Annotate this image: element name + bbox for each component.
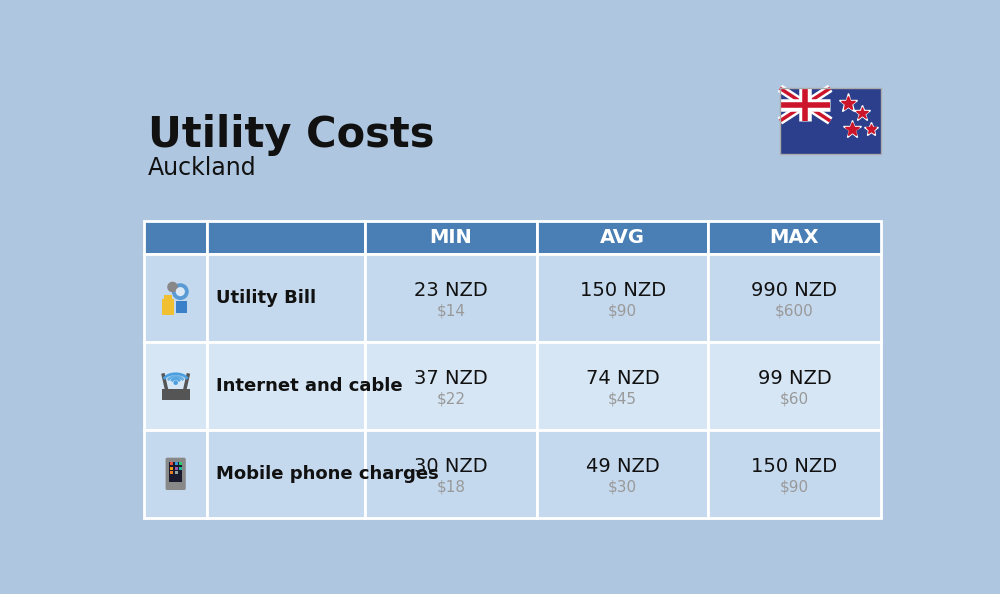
Bar <box>175 462 178 465</box>
Text: 990 NZD: 990 NZD <box>751 281 837 300</box>
Bar <box>708 254 881 342</box>
Bar <box>207 222 365 254</box>
Bar <box>708 342 881 430</box>
Bar <box>179 462 182 465</box>
Text: Internet and cable: Internet and cable <box>216 377 403 395</box>
Bar <box>365 254 537 342</box>
Text: MAX: MAX <box>770 228 819 247</box>
Bar <box>537 342 708 430</box>
Text: 150 NZD: 150 NZD <box>580 281 666 300</box>
Bar <box>170 471 173 474</box>
Bar <box>708 222 881 254</box>
Bar <box>162 389 190 400</box>
Text: 30 NZD: 30 NZD <box>414 457 488 476</box>
Bar <box>780 89 881 154</box>
Bar <box>780 89 881 154</box>
Text: 74 NZD: 74 NZD <box>586 369 659 388</box>
Bar <box>176 301 187 313</box>
Bar <box>170 466 173 470</box>
Bar <box>175 466 178 470</box>
Text: $600: $600 <box>775 304 814 318</box>
Bar <box>170 462 173 465</box>
Bar <box>365 342 537 430</box>
Bar <box>537 254 708 342</box>
Text: MIN: MIN <box>430 228 472 247</box>
Text: 23 NZD: 23 NZD <box>414 281 488 300</box>
Text: Utility Bill: Utility Bill <box>216 289 316 307</box>
Text: AVG: AVG <box>600 228 645 247</box>
Circle shape <box>168 282 177 292</box>
FancyBboxPatch shape <box>166 458 186 490</box>
Bar <box>207 254 365 342</box>
Bar <box>207 342 365 430</box>
Bar <box>365 430 537 518</box>
Bar <box>708 430 881 518</box>
Text: Mobile phone charges: Mobile phone charges <box>216 465 439 483</box>
Bar <box>365 222 537 254</box>
Text: $90: $90 <box>608 304 637 318</box>
Text: 49 NZD: 49 NZD <box>586 457 659 476</box>
Bar <box>175 471 178 474</box>
Bar <box>144 342 207 430</box>
Bar <box>162 299 174 315</box>
Text: $90: $90 <box>780 479 809 495</box>
Bar <box>144 430 207 518</box>
Bar <box>207 430 365 518</box>
Text: 150 NZD: 150 NZD <box>751 457 838 476</box>
Text: $14: $14 <box>437 304 466 318</box>
Bar <box>144 254 207 342</box>
Text: $18: $18 <box>437 479 466 495</box>
Circle shape <box>173 284 188 299</box>
Bar <box>537 222 708 254</box>
Text: $22: $22 <box>437 391 466 406</box>
Bar <box>537 430 708 518</box>
Circle shape <box>174 381 177 384</box>
Text: $30: $30 <box>608 479 637 495</box>
Bar <box>179 466 182 470</box>
Bar <box>164 295 172 301</box>
Text: 99 NZD: 99 NZD <box>758 369 831 388</box>
Text: $60: $60 <box>780 391 809 406</box>
Text: Utility Costs: Utility Costs <box>148 113 435 156</box>
Text: $45: $45 <box>608 391 637 406</box>
Bar <box>169 462 182 482</box>
Text: 37 NZD: 37 NZD <box>414 369 488 388</box>
Circle shape <box>176 287 184 295</box>
Text: Auckland: Auckland <box>148 156 257 180</box>
Bar <box>144 222 207 254</box>
